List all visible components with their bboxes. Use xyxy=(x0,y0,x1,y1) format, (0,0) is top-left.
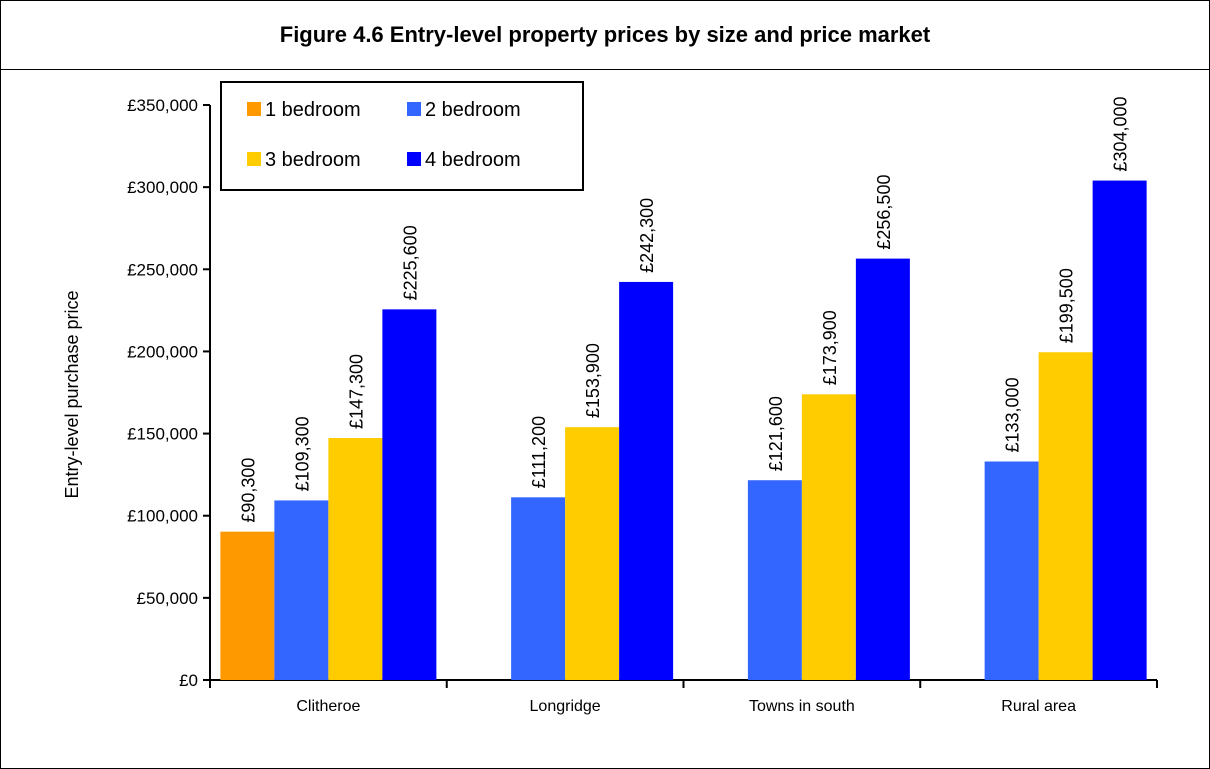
y-tick-label: £0 xyxy=(179,671,198,690)
legend-box xyxy=(220,81,584,191)
y-tick-label: £150,000 xyxy=(127,425,198,444)
bar-2-bedroom-longridge xyxy=(511,497,566,680)
data-label: £109,300 xyxy=(292,416,312,491)
data-label: £90,300 xyxy=(238,458,258,523)
y-axis-title: Entry-level purchase price xyxy=(62,290,82,498)
legend-swatch xyxy=(407,102,421,116)
legend-swatch xyxy=(407,152,421,166)
legend-label: 1 bedroom xyxy=(265,99,361,121)
bar-2-bedroom-towns-in-south xyxy=(747,480,802,680)
bar-4-bedroom-rural-area xyxy=(1092,180,1147,681)
bar-3-bedroom-towns-in-south xyxy=(801,394,856,680)
data-label: £256,500 xyxy=(874,175,894,250)
bar-3-bedroom-longridge xyxy=(565,427,620,680)
data-label: £121,600 xyxy=(766,396,786,471)
legend-swatch xyxy=(247,152,261,166)
x-tick-label: Rural area xyxy=(1001,698,1076,715)
x-tick-label: Longridge xyxy=(530,698,601,715)
data-label: £111,200 xyxy=(529,416,549,488)
x-tick-label: Clitheroe xyxy=(296,698,360,715)
legend-label: 4 bedroom xyxy=(425,149,521,171)
data-label: £153,900 xyxy=(583,343,603,418)
data-label: £133,000 xyxy=(1003,377,1023,452)
x-tick-label: Towns in south xyxy=(749,698,855,715)
data-label: £147,300 xyxy=(346,354,366,429)
y-tick-label: £350,000 xyxy=(127,96,198,115)
data-label: £225,600 xyxy=(400,225,420,300)
bar-1-bedroom-clitheroe xyxy=(220,531,275,680)
y-tick-label: £50,000 xyxy=(137,589,198,608)
bar-4-bedroom-longridge xyxy=(619,281,674,680)
y-tick-label: £200,000 xyxy=(127,342,198,361)
legend-swatch xyxy=(247,102,261,116)
data-label: £242,300 xyxy=(637,198,657,273)
chart-title: Figure 4.6 Entry-level property prices b… xyxy=(1,1,1209,70)
bar-4-bedroom-towns-in-south xyxy=(855,258,910,680)
y-tick-label: £300,000 xyxy=(127,178,198,197)
y-tick-label: £250,000 xyxy=(127,260,198,279)
data-label: £199,500 xyxy=(1057,268,1077,343)
bar-2-bedroom-clitheroe xyxy=(274,500,329,680)
bar-3-bedroom-clitheroe xyxy=(328,438,383,680)
bar-3-bedroom-rural-area xyxy=(1038,352,1093,680)
data-label: £173,900 xyxy=(820,310,840,385)
y-tick-label: £100,000 xyxy=(127,507,198,526)
bar-4-bedroom-clitheroe xyxy=(382,309,437,680)
legend-label: 2 bedroom xyxy=(425,99,521,121)
legend-label: 3 bedroom xyxy=(265,149,361,171)
data-label: £304,000 xyxy=(1111,96,1131,171)
bar-2-bedroom-rural-area xyxy=(984,461,1039,680)
